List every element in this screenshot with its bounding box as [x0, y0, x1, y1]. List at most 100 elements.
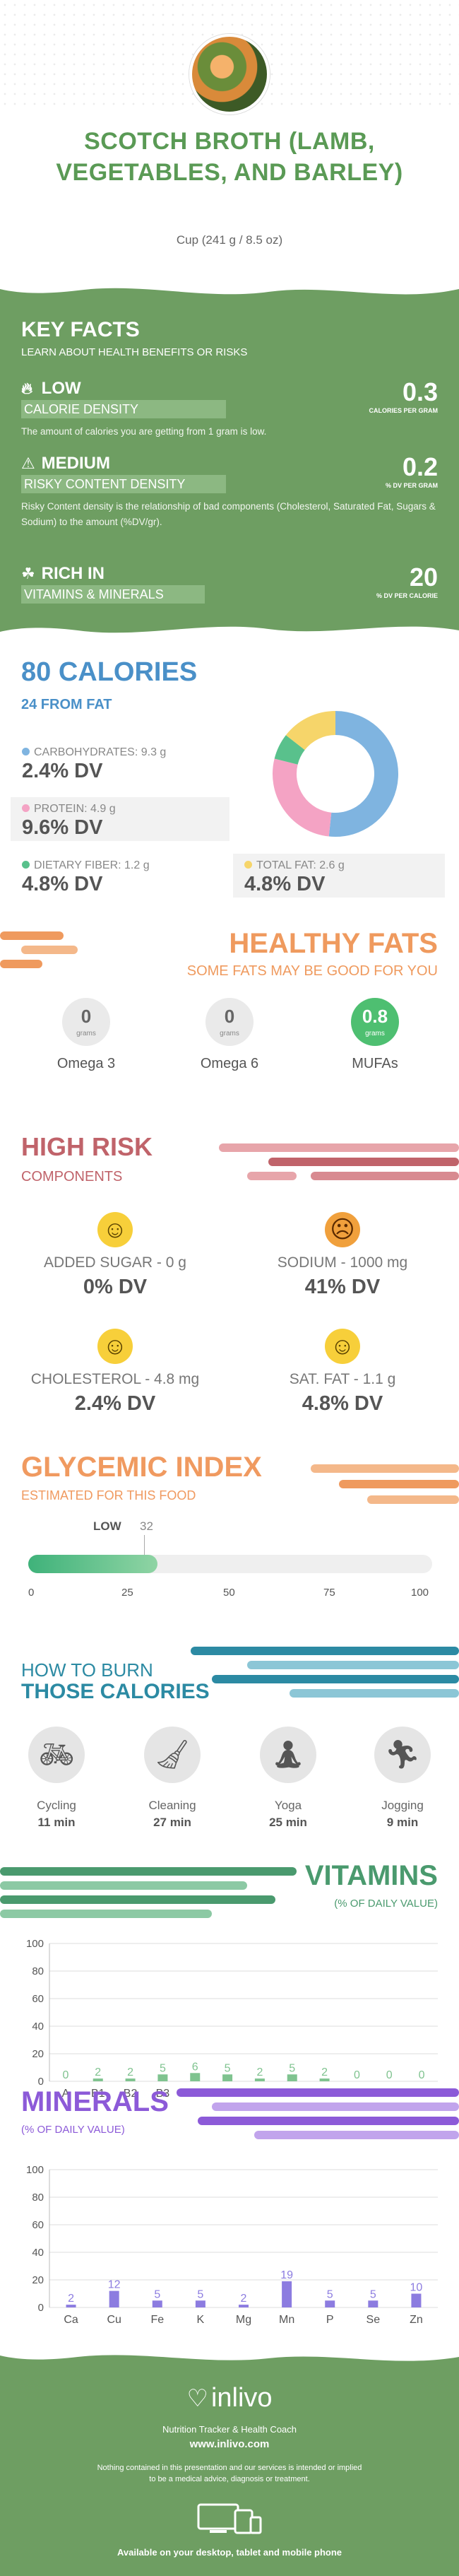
- bar-value-label: 6: [192, 2061, 198, 2073]
- cycling-icon: 🚲︎: [28, 1727, 85, 1783]
- healthy-fats-title: HEALTHY FATS: [229, 928, 438, 959]
- medium-heading: ⚠︎ MEDIUM: [21, 454, 110, 474]
- bar-value-label: 2: [95, 2066, 101, 2078]
- deco-bar: [212, 2102, 459, 2111]
- deco-bar: [254, 2131, 459, 2139]
- macro-fat: TOTAL FAT: 2.6 g 4.8% DV: [233, 854, 445, 898]
- y-tick-label: 80: [32, 2192, 44, 2204]
- bar-B9: [254, 2078, 265, 2081]
- bar-B5: [190, 2073, 201, 2081]
- x-tick-label: A: [62, 2088, 70, 2100]
- bar-Zn: [411, 2293, 422, 2307]
- minerals-subtitle: (% OF DAILY VALUE): [21, 2124, 125, 2136]
- bar-P: [325, 2300, 335, 2307]
- y-tick-label: 100: [26, 1938, 44, 1950]
- x-tick-label: B2: [124, 2088, 138, 2100]
- sat-fat-dv: 4.8% DV: [302, 1392, 383, 1415]
- x-tick-label: K: [197, 2314, 205, 2326]
- calorie-density-value: 0.3: [402, 377, 438, 406]
- rich-heading-text: RICH IN: [41, 564, 105, 583]
- rich-unit: % DV PER CALORIE: [376, 592, 438, 599]
- added-sugar-dv: 0% DV: [83, 1276, 148, 1298]
- bar-value-label: 10: [410, 2282, 423, 2294]
- mufas-unit: grams: [365, 1030, 385, 1037]
- x-tick-label: Cu: [107, 2314, 121, 2326]
- bar-value-label: 2: [241, 2293, 247, 2305]
- glycemic-title: GLYCEMIC INDEX: [21, 1452, 262, 1483]
- rich-heading: ☘︎ RICH IN: [21, 564, 105, 584]
- y-tick-label: 0: [38, 2076, 44, 2088]
- bar-value-label: 5: [160, 2062, 166, 2074]
- healthy-fats-subtitle: SOME FATS MAY BE GOOD FOR YOU: [186, 963, 438, 979]
- deco-bar: [0, 1895, 275, 1904]
- carbs-dot: [22, 748, 30, 755]
- protein-dv: 9.6% DV: [22, 816, 103, 839]
- risky-density-note: Risky Content density is the relationshi…: [21, 501, 436, 527]
- risky-density-value: 0.2: [402, 452, 438, 481]
- x-tick-label: B3: [156, 2088, 170, 2100]
- mufas-name: MUFAs: [352, 1056, 398, 1071]
- calories-title: 80 CALORIES: [21, 657, 198, 687]
- mufas-circle: 0.8 grams: [351, 998, 399, 1046]
- yoga-icon: 🧘︎: [260, 1727, 316, 1783]
- macro-fiber: DIETARY FIBER: 1.2 g 4.8% DV: [11, 854, 230, 898]
- activity-name: Cycling: [37, 1799, 76, 1812]
- cholesterol-label: CHOLESTEROL - 4.8 mg: [30, 1371, 200, 1387]
- deco-bar: [290, 1689, 459, 1698]
- y-tick-label: 100: [26, 2164, 44, 2176]
- medium-heading-text: MEDIUM: [41, 454, 110, 473]
- vitamins-title: VITAMINS: [304, 1860, 438, 1891]
- brand-name: inlivo: [210, 2383, 273, 2413]
- mufas-value: 0.8: [362, 1006, 388, 1027]
- glycemic-tick: 50: [223, 1587, 235, 1599]
- key-facts-section: KEY FACTS LEARN ABOUT HEALTH BENEFITS OR…: [0, 279, 459, 643]
- deco-bar: [212, 1675, 459, 1683]
- page-title: SCOTCH BROTH (LAMB, VEGETABLES, AND BARL…: [56, 128, 403, 186]
- sat-fat-label: SAT. FAT - 1.1 g: [289, 1371, 396, 1387]
- sad-face-icon: ☹︎: [325, 1212, 360, 1247]
- high-risk-subtitle: COMPONENTS: [21, 1169, 123, 1184]
- key-facts-title: KEY FACTS: [21, 318, 140, 341]
- fat-dv: 4.8% DV: [244, 873, 326, 895]
- x-tick-label: B1: [91, 2088, 105, 2100]
- deco-bar: [198, 2117, 459, 2125]
- bar-value-label: 0: [62, 2069, 68, 2081]
- glycemic-pointer: [144, 1535, 145, 1555]
- donut-slice-protein: [273, 758, 332, 837]
- fiber-label: DIETARY FIBER: 1.2 g: [34, 859, 150, 871]
- footer-wave: [0, 2346, 459, 2361]
- deco-bar: [0, 931, 64, 940]
- low-heading-text: LOW: [41, 379, 81, 398]
- deco-bar: [0, 1867, 297, 1876]
- food-image: [189, 34, 270, 114]
- fat-dot: [244, 861, 252, 869]
- glycemic-tick: 75: [323, 1587, 335, 1599]
- macro-donut-chart: [273, 711, 398, 837]
- deco-bar: [339, 1480, 459, 1488]
- donut-slice-fat: [285, 711, 336, 751]
- deco-bar: [0, 1910, 212, 1918]
- footer-url[interactable]: www.inlivo.com: [189, 2438, 270, 2450]
- rich-value: 20: [409, 563, 438, 592]
- y-tick-label: 20: [32, 2048, 44, 2060]
- bar-B2: [125, 2078, 136, 2081]
- bar-K: [195, 2300, 205, 2307]
- x-tick-label: Se: [366, 2314, 381, 2326]
- fiber-dot: [22, 861, 30, 869]
- minerals-chart: 0 20 40 60 80 100 2 Ca 12 Cu 5 Fe 5 K 2 Mg 19 Mn 5 P 5 Se 10 Zn: [26, 2164, 438, 2326]
- glycemic-tick: 0: [28, 1587, 35, 1599]
- deco-bar: [311, 1172, 459, 1180]
- bar-value-label: 12: [108, 2279, 121, 2291]
- protein-label: PROTEIN: 4.9 g: [34, 803, 116, 815]
- sodium-dv: 41% DV: [304, 1276, 381, 1298]
- deco-bar: [21, 946, 78, 954]
- serving-size: Cup (241 g / 8.5 oz): [176, 233, 283, 247]
- glycemic-subtitle: ESTIMATED FOR THIS FOOD: [21, 1488, 196, 1502]
- bar-value-label: 0: [354, 2069, 360, 2081]
- bar-value-label: 2: [127, 2066, 133, 2078]
- bottom-wave: [0, 626, 459, 643]
- activity-name: Cleaning: [148, 1799, 196, 1812]
- bar-Mn: [282, 2281, 292, 2307]
- bar-value-label: 2: [256, 2066, 263, 2078]
- risky-density-band: RISKY CONTENT DENSITY: [21, 475, 226, 493]
